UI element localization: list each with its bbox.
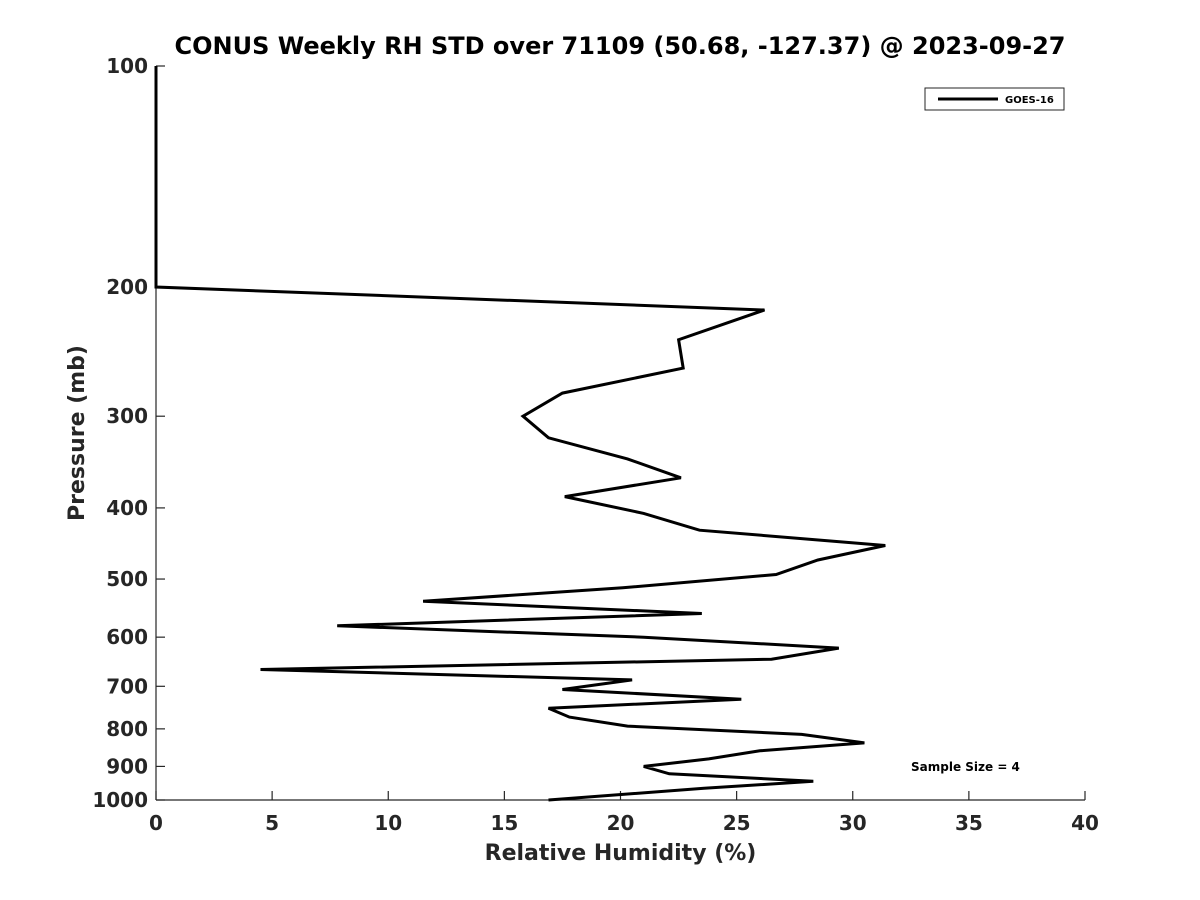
y-axis-label: Pressure (mb)	[65, 345, 90, 521]
x-tick-label: 5	[265, 811, 279, 835]
x-tick-label: 20	[607, 811, 635, 835]
y-tick-label: 300	[106, 404, 148, 428]
y-tick-label: 400	[106, 496, 148, 520]
y-tick-label: 700	[106, 674, 148, 698]
y-tick-label: 800	[106, 717, 148, 741]
x-tick-label: 0	[149, 811, 163, 835]
y-tick-label: 500	[106, 567, 148, 591]
series-layer	[154, 66, 886, 802]
chart-title: CONUS Weekly RH STD over 71109 (50.68, -…	[174, 32, 1065, 60]
axes	[155, 66, 1085, 801]
y-tick-label: 100	[106, 54, 148, 78]
y-axis-ticks: 100 200 300 400 500 600 700 800 900 1000	[92, 54, 165, 812]
legend: GOES-16	[924, 87, 1065, 111]
y-tick-label: 600	[106, 625, 148, 649]
x-axis-ticks: 0 5 10 15 20 25 30 35 40	[149, 791, 1099, 835]
legend-label-goes-16: GOES-16	[1005, 95, 1054, 106]
x-tick-label: 25	[723, 811, 751, 835]
y-tick-label: 900	[106, 754, 148, 778]
x-tick-label: 40	[1071, 811, 1099, 835]
x-axis-label: Relative Humidity (%)	[485, 841, 757, 866]
x-tick-label: 10	[374, 811, 402, 835]
x-tick-label: 30	[839, 811, 867, 835]
y-tick-label: 200	[106, 275, 148, 299]
y-tick-label: 1000	[92, 788, 148, 812]
x-tick-label: 35	[955, 811, 983, 835]
series-line-goes-16	[154, 66, 886, 802]
sample-size-annotation: Sample Size = 4	[911, 760, 1020, 774]
x-tick-label: 15	[490, 811, 518, 835]
